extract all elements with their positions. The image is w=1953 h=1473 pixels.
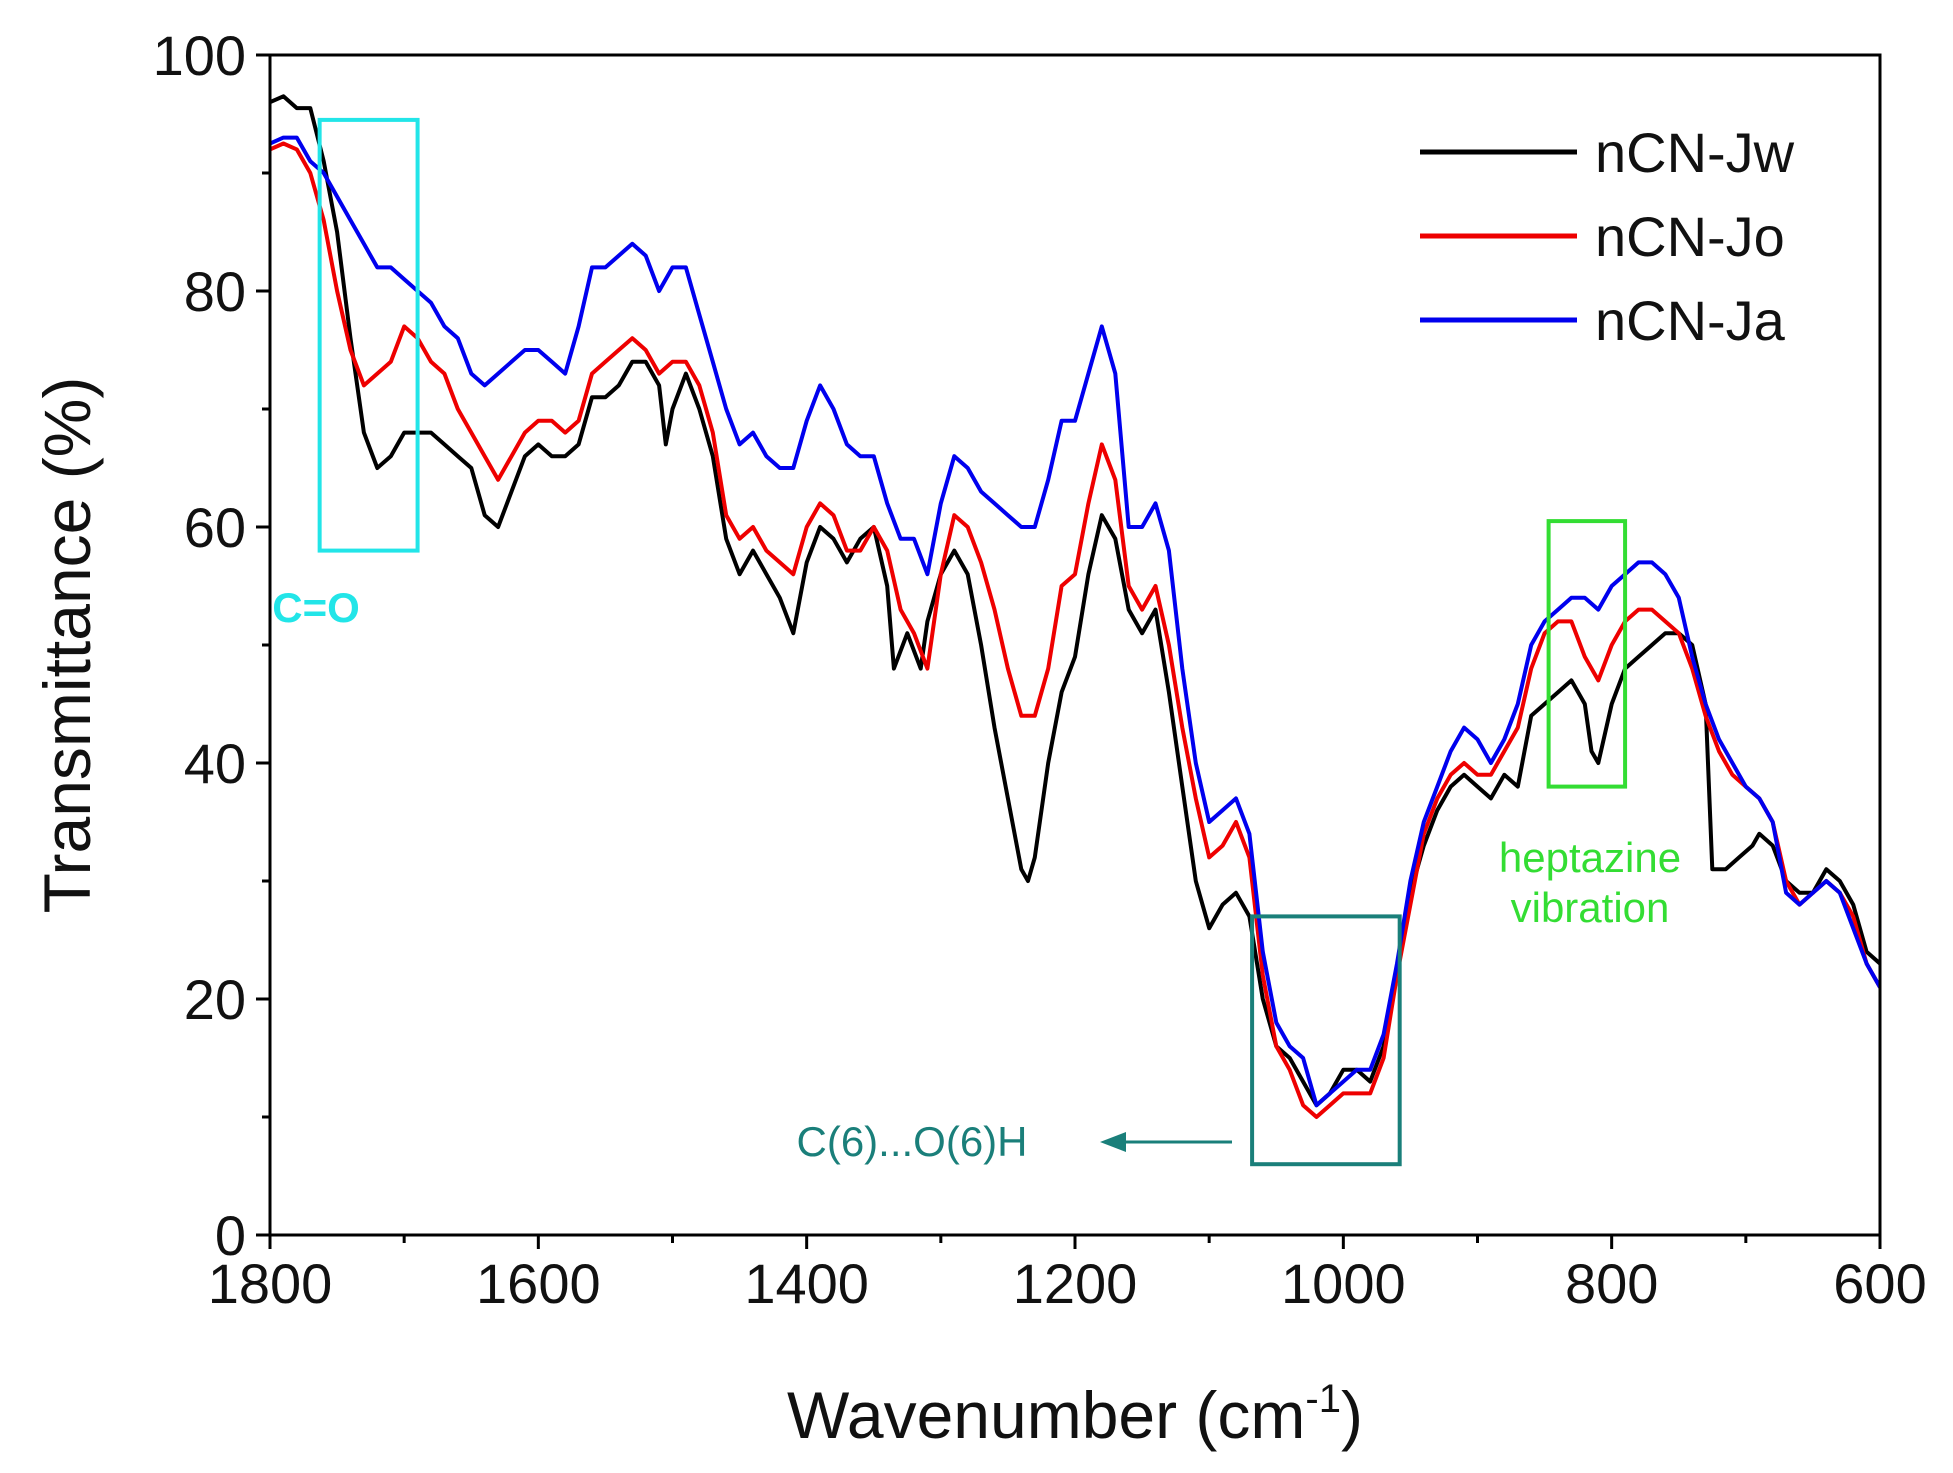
annotation-c6o6h-label: C(6)...O(6)H	[797, 1118, 1028, 1165]
legend: nCN-Jw nCN-Jo nCN-Ja	[1420, 121, 1795, 352]
x-tick-label: 1000	[1281, 1252, 1406, 1315]
x-tick-label: 1200	[1013, 1252, 1138, 1315]
series-line-ncn-jo	[270, 141, 1880, 1119]
annotation-co-box	[317, 117, 420, 553]
y-tick-label: 100	[153, 24, 246, 87]
x-tick-label: 1600	[476, 1252, 601, 1315]
legend-label-jw: nCN-Jw	[1595, 121, 1795, 184]
legend-label-ja: nCN-Ja	[1595, 289, 1786, 352]
x-axis-title-main: Wavenumber (cm	[787, 1378, 1305, 1452]
y-tick-label: 80	[184, 260, 246, 323]
legend-label-jo: nCN-Jo	[1595, 205, 1785, 268]
y-tick-label: 20	[184, 968, 246, 1031]
x-tick-label: 800	[1565, 1252, 1658, 1315]
x-axis-title: Wavenumber (cm-1)	[787, 1377, 1363, 1452]
x-tick-label: 1400	[744, 1252, 869, 1315]
annotation-c6o6h-arrow	[1100, 1132, 1232, 1152]
x-axis-title-sup: -1	[1305, 1377, 1341, 1421]
annotation-c6o6h-box	[1250, 914, 1402, 1167]
y-axis-title: Transmittance (%)	[30, 377, 104, 914]
series-line-ncn-ja	[270, 135, 1880, 1108]
series-line-ncn-jw	[270, 94, 1880, 1108]
x-tick-label: 1800	[208, 1252, 333, 1315]
y-tick-label: 40	[184, 732, 246, 795]
annotation-vibration-label: vibration	[1511, 884, 1670, 931]
y-tick-label: 0	[215, 1204, 246, 1267]
annotation-heptazine-label: heptazine	[1499, 834, 1681, 881]
annotation-heptazine-box	[1546, 519, 1628, 789]
x-axis-title-close: )	[1341, 1378, 1363, 1452]
x-tick-label: 600	[1833, 1252, 1926, 1315]
annotation-co-label: C=O	[272, 584, 360, 631]
y-tick-label: 60	[184, 496, 246, 559]
